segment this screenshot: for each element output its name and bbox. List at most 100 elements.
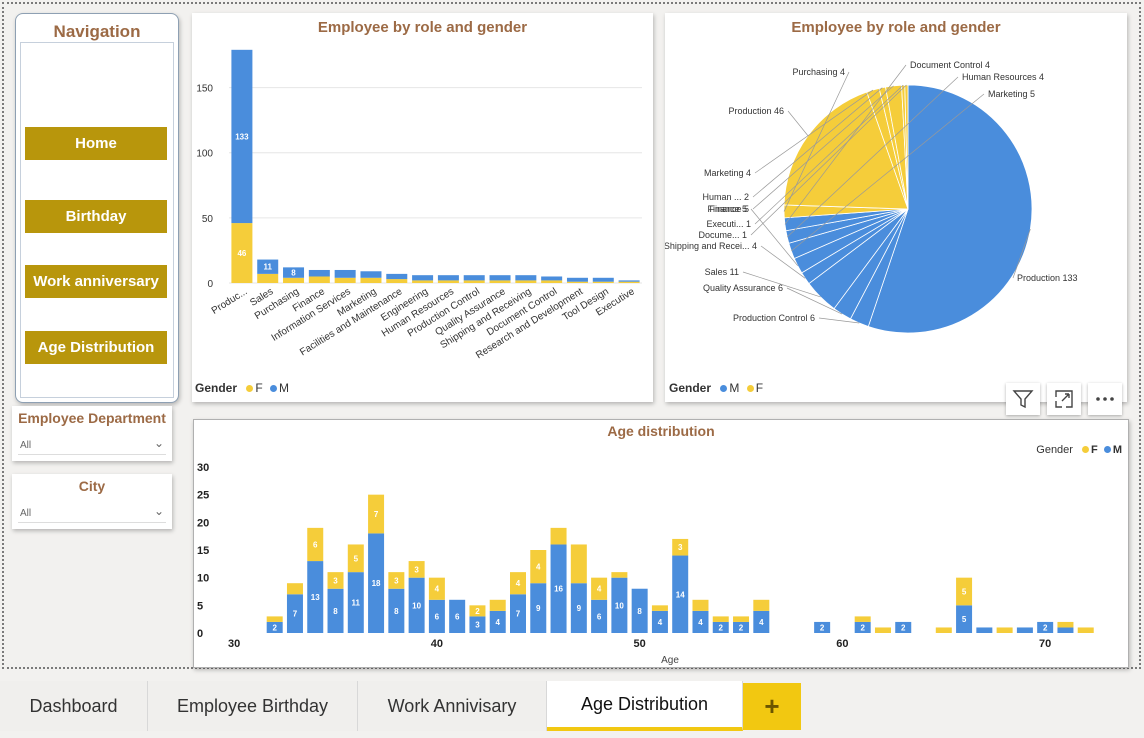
data-label: 9 [536, 604, 541, 613]
data-label: 4 [536, 563, 541, 572]
bar-segment-f [489, 599, 506, 611]
bar-segment-f [308, 276, 330, 283]
work-anniversary-button[interactable]: Work anniversary [25, 265, 167, 298]
x-tick-label: 30 [228, 638, 240, 650]
leader-line [783, 71, 850, 212]
data-label: 10 [412, 601, 421, 610]
tab-dashboard[interactable]: Dashboard [0, 681, 148, 731]
bar-segment-m [541, 276, 563, 281]
data-label: 5 [354, 554, 359, 563]
bar-segment-f [712, 616, 729, 622]
bar-segment-f [1057, 621, 1074, 628]
tab-employee-birthday[interactable]: Employee Birthday [148, 681, 358, 731]
leader-line [752, 87, 883, 198]
data-label: 13 [311, 593, 320, 602]
bar-segment-f [530, 550, 547, 584]
legend-title: Gender [1036, 444, 1073, 456]
bar-segment-m [360, 271, 382, 278]
chevron-down-icon: ⌄ [153, 436, 164, 450]
bar-segment-f [550, 527, 567, 545]
focus-mode-icon[interactable] [1047, 383, 1081, 415]
data-label: 2 [1043, 623, 1048, 632]
data-label: 4 [516, 579, 521, 588]
y-tick-label: 15 [197, 545, 209, 557]
navigation-inner-frame [20, 42, 174, 398]
leader-line [742, 271, 821, 298]
city-value: All [20, 508, 32, 519]
bar-segment-m [618, 280, 640, 282]
navigation-title: Navigation [53, 22, 141, 41]
city-slicer-title: City [78, 478, 106, 494]
data-label: 7 [516, 610, 521, 619]
bar-segment-f [286, 583, 303, 595]
legend-title: Gender [669, 381, 712, 395]
bar-segment-m [976, 627, 993, 633]
bar-segment-f [327, 572, 344, 589]
data-label: 3 [414, 565, 419, 574]
bar-segment-m [1057, 627, 1074, 633]
pie-data-label: Production Control 6 [733, 313, 815, 323]
age-distribution-panel[interactable]: Age distribution 0 5 10 15 20 25 30 30 40 50 60 70 A… [193, 419, 1129, 668]
bar-segment-f [733, 616, 750, 622]
bar-segment-f [651, 605, 668, 611]
tab-age-distribution[interactable]: Age Distribution [547, 681, 743, 731]
more-options-icon[interactable] [1088, 383, 1122, 415]
role-gender-bar-chart: 05010015046133Produc...11Sales8Purchasin… [196, 49, 642, 361]
bar-segment-m [651, 610, 668, 633]
y-tick-label: 30 [197, 462, 209, 474]
legend-dot [1082, 446, 1090, 453]
leader-line [818, 317, 860, 324]
pie-data-label: Quality Assurance 6 [703, 283, 783, 293]
filter-icon[interactable] [1006, 383, 1040, 415]
bar-segment-m [1016, 627, 1033, 633]
birthday-button[interactable]: Birthday [25, 200, 167, 233]
city-dropdown[interactable]: All ⌄ [18, 504, 166, 523]
add-page-button[interactable]: + [743, 683, 801, 730]
age-distribution-button[interactable]: Age Distribution [25, 331, 167, 364]
pie-chart-title: Employee by role and gender [791, 19, 1001, 36]
bar-segment-f [692, 599, 709, 611]
bar-segment-f [368, 494, 385, 534]
bar-segment-m [550, 544, 567, 633]
employee-department-value: All [20, 440, 32, 451]
data-label: 6 [597, 612, 602, 621]
x-tick-label: Produc... [210, 286, 250, 317]
home-button[interactable]: Home [25, 127, 167, 160]
data-label: 2 [820, 623, 825, 632]
pie-slice [904, 84, 909, 210]
data-label: 7 [374, 510, 379, 519]
legend-dot [720, 385, 728, 392]
bar-segment-f [874, 627, 891, 633]
data-label: 4 [495, 618, 500, 627]
bar-segment-f [1077, 627, 1094, 633]
bar-segment-m [408, 577, 425, 633]
bar-segment-f [469, 605, 486, 617]
y-tick-label: 20 [197, 517, 209, 529]
bar-segment-m [611, 577, 628, 633]
x-axis-label: Age [661, 655, 679, 666]
data-label: 2 [719, 623, 724, 632]
legend-item-m: M [279, 381, 290, 395]
role-gender-bar-panel[interactable]: Employee by role and gender 0 50 100 150 46 1… [192, 13, 653, 402]
bar-segment-f [515, 280, 537, 283]
pie-data-label: Purchasing 4 [792, 67, 845, 77]
age-chart-title: Age distribution [607, 423, 715, 439]
x-tick-label: 60 [836, 638, 848, 650]
data-label: 6 [313, 540, 318, 549]
role-gender-pie-panel[interactable]: Employee by role and gender Production 1… [665, 13, 1127, 402]
bar-segment-m [570, 583, 587, 633]
data-label: 10 [615, 601, 624, 610]
bar-segment-m [956, 605, 973, 633]
bar-segment-m [307, 561, 324, 633]
y-tick-label: 0 [207, 279, 213, 290]
tab-work-annivisary[interactable]: Work Annivisary [358, 681, 547, 731]
data-label: 2 [860, 623, 865, 632]
leader-line [754, 89, 874, 174]
legend-item-f: F [755, 381, 764, 395]
y-tick-label: 100 [196, 149, 213, 160]
leader-line [1012, 228, 1031, 279]
data-label: 2 [901, 623, 906, 632]
employee-department-dropdown[interactable]: All ⌄ [18, 436, 166, 455]
leader-line [791, 93, 985, 252]
y-tick-label: 10 [197, 573, 209, 585]
